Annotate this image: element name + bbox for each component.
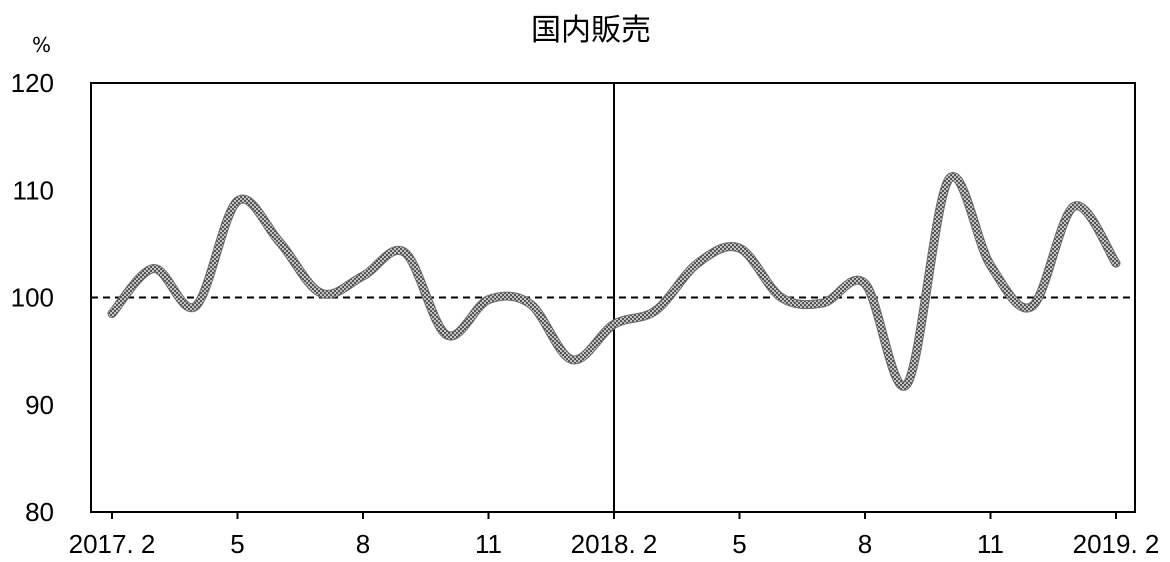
x-tick-label: 5: [732, 529, 746, 559]
x-tick-label: 8: [858, 529, 872, 559]
y-tick-label: 100: [11, 283, 54, 313]
x-tick-label: 2017. 2: [69, 529, 156, 559]
series-line: [108, 173, 1120, 390]
x-tick-label: 2019. 2: [1073, 529, 1160, 559]
y-tick-label: 80: [25, 497, 54, 527]
y-tick-label: 120: [11, 68, 54, 98]
x-tick-label: 2018. 2: [571, 529, 658, 559]
y-tick-label: 110: [13, 175, 54, 205]
x-tick-label: 11: [977, 529, 1004, 559]
y-axis-unit: %: [32, 33, 51, 57]
y-tick-label: 90: [25, 390, 54, 420]
x-tick-label: 11: [475, 529, 502, 559]
chart-title: 国内販売: [531, 13, 651, 48]
x-tick-label: 5: [230, 529, 244, 559]
x-tick-label: 8: [356, 529, 370, 559]
